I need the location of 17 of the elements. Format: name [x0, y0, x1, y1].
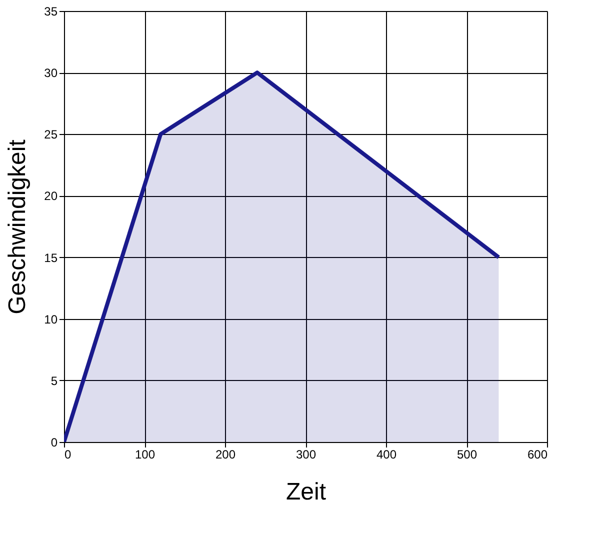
- x-tick-label: 200: [215, 448, 236, 462]
- y-tick-label: 25: [44, 128, 58, 142]
- y-tick-label: 5: [50, 374, 58, 388]
- y-axis-title: Geschwindigkeit: [4, 139, 32, 314]
- y-tick-label: 30: [44, 66, 58, 80]
- y-tick-label: 35: [44, 4, 58, 18]
- y-tick-label: 0: [50, 436, 58, 450]
- x-tick-label: 500: [456, 448, 478, 462]
- y-tick-label: 10: [44, 312, 58, 326]
- y-tick-label: 20: [44, 189, 58, 204]
- x-tick-label: 0: [64, 448, 72, 462]
- x-tick-label: 300: [296, 448, 316, 462]
- x-axis-title: Zeit: [286, 478, 326, 506]
- y-tick-label: 15: [44, 250, 58, 265]
- x-tick-label: 600: [527, 448, 548, 462]
- x-tick-label: 400: [376, 448, 397, 462]
- x-tick-label: 100: [134, 448, 156, 462]
